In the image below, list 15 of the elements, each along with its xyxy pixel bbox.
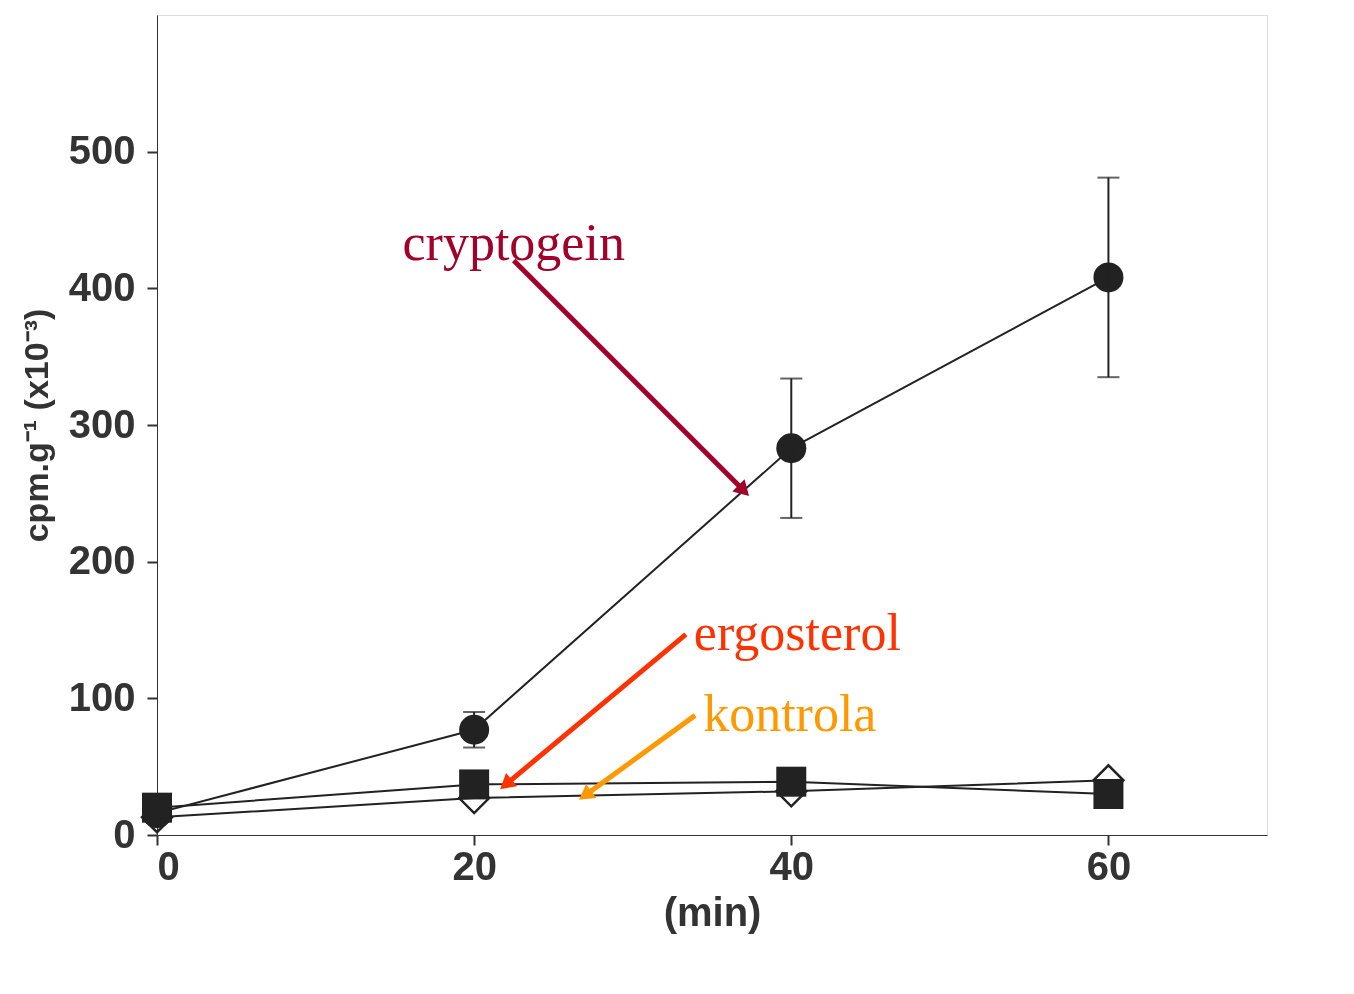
y-tick-label: 400 <box>68 264 136 309</box>
y-axis-title: cpm.g⁻¹ (x10⁻³) <box>16 308 55 543</box>
annotation: ergosterol <box>693 604 901 662</box>
y-tick-label: 500 <box>68 128 136 173</box>
x-tick-label: 40 <box>769 843 815 888</box>
annotation: kontrola <box>703 685 877 743</box>
y-tick-label: 0 <box>113 811 136 856</box>
y-tick-label: 100 <box>68 674 136 719</box>
annotation: cryptogein <box>402 213 625 271</box>
x-tick-label: 0 <box>157 843 180 888</box>
x-tick-label: 60 <box>1086 843 1132 888</box>
y-tick-label: 200 <box>68 538 136 583</box>
x-tick-label: 20 <box>452 843 497 888</box>
x-axis-title: (min) <box>663 889 762 934</box>
y-tick-label: 300 <box>68 401 136 446</box>
